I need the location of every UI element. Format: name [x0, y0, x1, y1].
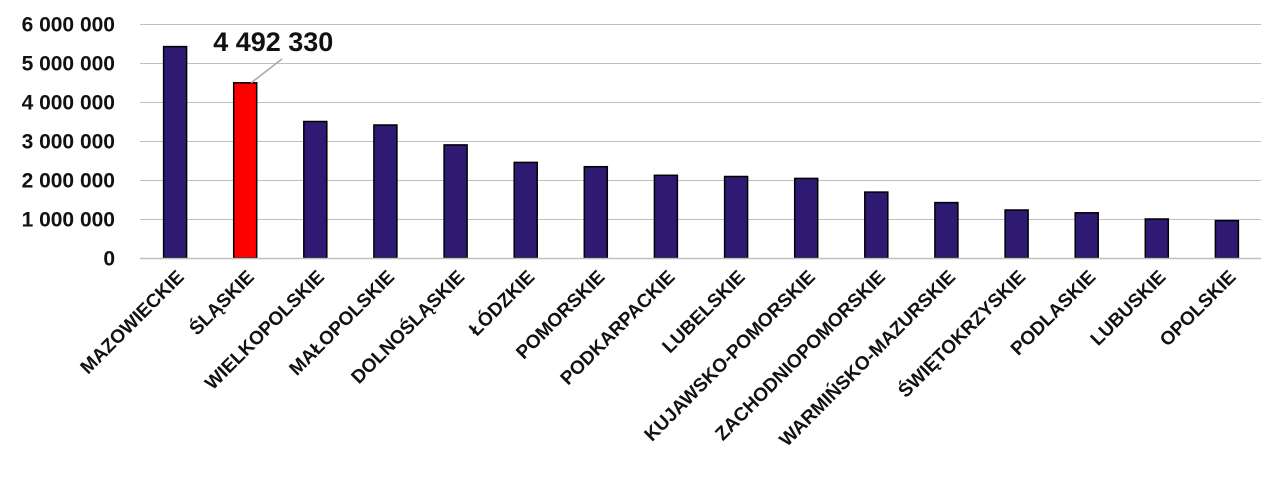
x-tick-label: ŚWIĘTOKRZYSKIE — [894, 266, 1030, 402]
data-label-leader-line — [250, 58, 283, 84]
bar-świętokrzyskie — [1004, 209, 1029, 259]
data-label: 4 492 330 — [213, 27, 333, 57]
bar-łódzkie — [513, 161, 538, 259]
y-tick-label: 4 000 000 — [22, 92, 115, 115]
y-tick-label: 3 000 000 — [22, 131, 115, 154]
y-axis-tick-labels: 0 1 000 000 2 000 000 3 000 000 4 000 000 5 0… — [22, 14, 115, 271]
y-tick-label: 1 000 000 — [22, 209, 115, 232]
y-tick-label: 6 000 000 — [22, 14, 115, 37]
bar-lubuskie — [1144, 218, 1170, 259]
bar-lubelskie — [723, 175, 749, 259]
bar-podlaskie — [1074, 212, 1099, 259]
bar-warmińsko-mazurskie — [934, 201, 959, 259]
annotations: 4 492 330 — [213, 27, 333, 84]
bar-kujawsko-pomorskie — [793, 177, 819, 259]
x-tick-label: WIELKOPOLSKIE — [201, 267, 329, 395]
bar-pomorskie — [583, 165, 609, 259]
bar-opolskie — [1214, 219, 1240, 259]
x-axis-category-labels: MAZOWIECKIEŚLĄSKIEWIELKOPOLSKIEMAŁOPOLSK… — [77, 266, 1241, 451]
bar-podkarpackie — [653, 174, 679, 259]
x-tick-label: ŚLĄSKIE — [185, 266, 259, 340]
bars — [162, 45, 1240, 259]
bar-zachodniopomorskie — [864, 191, 889, 259]
y-tick-label: 0 — [103, 248, 115, 271]
y-tick-label: 2 000 000 — [22, 170, 115, 193]
bar-wielkopolskie — [303, 120, 328, 259]
x-tick-label: OPOLSKIE — [1156, 267, 1240, 351]
bar-śląskie — [232, 82, 258, 259]
bar-mazowieckie — [162, 45, 188, 259]
bar-małopolskie — [373, 124, 398, 259]
y-tick-label: 5 000 000 — [22, 53, 115, 76]
bar-dolnośląskie — [443, 144, 468, 259]
x-tick-label: ŁÓDZKIE — [465, 266, 540, 341]
x-tick-label: MAZOWIECKIE — [77, 267, 189, 379]
